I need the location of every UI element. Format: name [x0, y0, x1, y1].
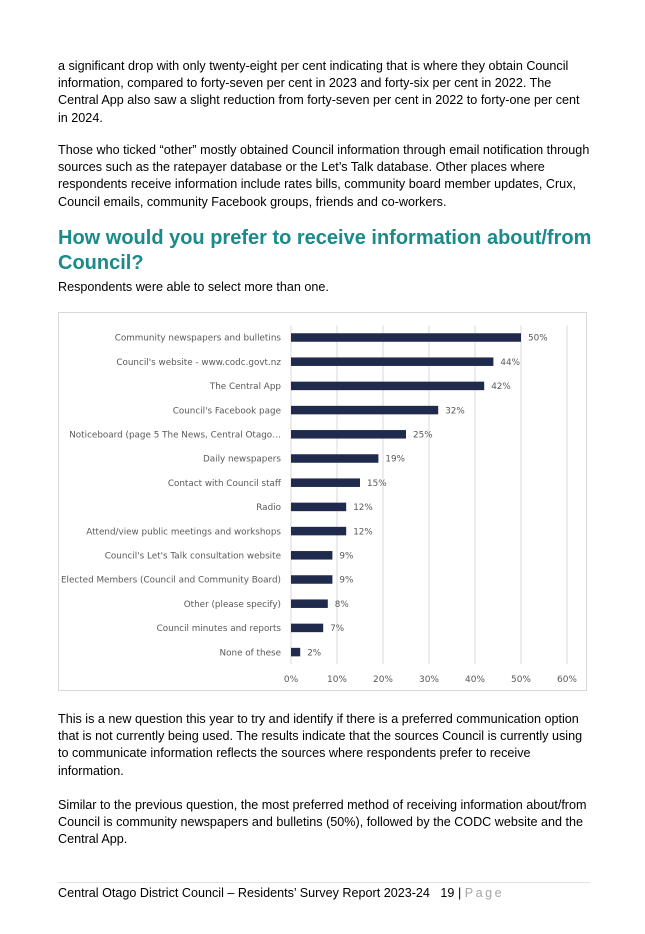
chart-data-label: 8%: [335, 600, 349, 610]
chart-category-label: Noticeboard (page 5 The News, Central Ot…: [69, 431, 281, 441]
chart-category-label: Community newspapers and bulletins: [115, 334, 282, 344]
chart-category-label: Elected Members (Council and Community B…: [61, 576, 281, 586]
chart-data-label: 9%: [339, 576, 353, 586]
chart-category-label: Council's Facebook page: [173, 406, 281, 416]
chart-x-tick-label: 50%: [511, 675, 531, 685]
chart-x-tick-label: 10%: [327, 675, 347, 685]
chart-value-labels: 50% 44% 42% 32% 25% 19% 15% 12% 12% 9% 9% 8% 7% 2%: [307, 334, 547, 659]
chart-data-label: 25%: [413, 431, 433, 441]
chart-bar: [291, 454, 379, 463]
chart-data-label: 9%: [339, 552, 353, 562]
chart-x-tick-label: 30%: [419, 675, 439, 685]
chart-category-label: Attend/view public meetings and workshop…: [86, 527, 281, 537]
chart-bar: [291, 575, 333, 584]
chart-bar: [291, 502, 347, 512]
chart-category-label: Council's website - www.codc.govt.nz: [116, 358, 281, 368]
footer-page-word: Page: [464, 886, 505, 900]
chart-bar: [291, 478, 360, 487]
chart-category-label: Other (please specify): [184, 600, 281, 610]
chart-bar: [291, 430, 406, 439]
footer-title: Central Otago District Council – Residen…: [58, 886, 430, 900]
chart-data-label: 42%: [491, 382, 511, 392]
section-heading: How would you prefer to receive informat…: [58, 227, 592, 274]
chart-category-labels: Community newspapers and bulletins Counci…: [61, 334, 282, 659]
chart-data-label: 7%: [330, 624, 344, 634]
chart-data-label: 19%: [385, 455, 405, 465]
chart-bar: [291, 623, 324, 633]
chart-bar: [291, 599, 328, 608]
chart-category-label: Council minutes and reports: [157, 624, 282, 634]
footer-divider: [58, 882, 590, 883]
chart-bar: [291, 357, 494, 366]
chart-data-label: 44%: [500, 358, 520, 368]
chart-category-label: Radio: [256, 503, 281, 513]
chart-gridlines: [290, 325, 568, 665]
footer-separator: |: [457, 886, 462, 900]
chart-category-label: The Central App: [209, 382, 282, 392]
chart-bar: [291, 333, 521, 342]
chart-category-label: Contact with Council staff: [168, 479, 282, 489]
body-paragraph-3: This is a new question this year to try …: [58, 712, 583, 778]
chart-bar: [291, 381, 485, 391]
chart-category-label: Council's Let's Talk consultation websit…: [105, 552, 281, 562]
footer-page-number: 19: [440, 886, 455, 900]
bar-chart-svg: Community newspapers and bulletins Counci…: [61, 325, 578, 685]
chart-bar: [291, 551, 333, 560]
chart-x-tick-label: 60%: [557, 675, 577, 685]
chart-category-label: Daily newspapers: [203, 455, 281, 465]
chart-category-label: None of these: [220, 648, 281, 658]
chart-x-tick-label: 0%: [284, 675, 299, 685]
page-footer: Central Otago District Council – Residen…: [58, 885, 504, 902]
chart-data-label: 15%: [367, 479, 387, 489]
body-paragraph-4: Similar to the previous question, the mo…: [58, 798, 587, 847]
chart-bar: [291, 405, 439, 415]
chart-x-tick-labels: 0% 10% 20% 30% 40% 50% 60%: [284, 675, 578, 685]
chart-bars: [291, 333, 521, 657]
chart-data-label: 12%: [353, 527, 373, 537]
chart-data-label: 50%: [528, 334, 548, 344]
chart-bar: [291, 526, 347, 536]
chart-note: Respondents were able to select more tha…: [58, 280, 329, 294]
body-paragraph-2: Those who ticked “other” mostly obtained…: [58, 143, 590, 209]
bar-chart: Community newspapers and bulletins Counci…: [58, 312, 587, 691]
chart-x-tick-label: 40%: [465, 675, 485, 685]
chart-x-tick-label: 20%: [373, 675, 393, 685]
chart-data-label: 12%: [353, 503, 373, 513]
chart-bar: [291, 647, 301, 657]
body-paragraph-1: a significant drop with only twenty-eigh…: [58, 59, 580, 125]
chart-data-label: 2%: [307, 648, 321, 658]
chart-data-label: 32%: [445, 406, 465, 416]
